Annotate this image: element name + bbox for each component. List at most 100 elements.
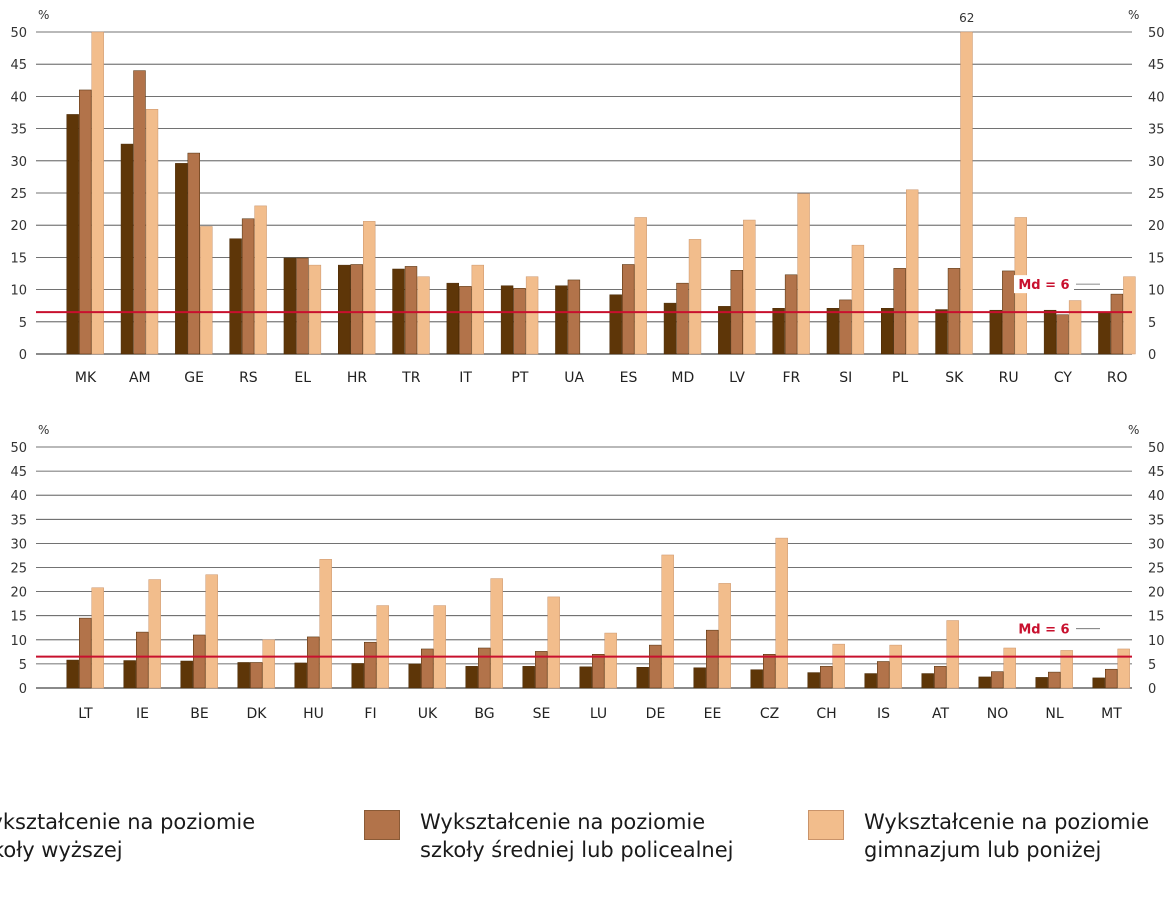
- bar-secondary-LU: [592, 654, 605, 689]
- legend-item-lower: Wykształcenie na poziomie gimnazjum lub …: [808, 808, 1149, 864]
- x-tick-label: MT: [1101, 706, 1122, 722]
- bar-secondary-IT: [459, 286, 472, 355]
- x-tick-label: EL: [294, 370, 311, 386]
- bar-secondary-UA: [567, 279, 581, 355]
- legend-item-higher: Wykształcenie na poziomie szkoły wyższej: [0, 808, 255, 864]
- bar-lower-ES: [634, 217, 647, 355]
- bar-secondary-AM: [133, 70, 146, 355]
- x-tick-label: EE: [704, 706, 722, 722]
- x-tick-label: ES: [620, 370, 638, 386]
- bar-higher-UK: [408, 663, 421, 689]
- bar-lower-DK: [262, 639, 275, 689]
- x-tick-label: HR: [347, 370, 368, 386]
- bar-secondary-DK: [250, 662, 263, 689]
- y-unit-left: %: [38, 423, 49, 437]
- bar-secondary-EL: [296, 257, 309, 355]
- x-tick-label: SK: [945, 370, 964, 386]
- chart-panel-top: 0 0 5 5 10 10 15 15 20 20 25 25 30 30 35 35 40 40 45 45 50 50…: [10, 8, 1164, 386]
- x-tick-label: NO: [987, 706, 1009, 722]
- y-tick-label-right: 30: [1148, 155, 1165, 170]
- y-unit-left: %: [38, 8, 49, 22]
- bar-higher-ES: [609, 294, 622, 355]
- x-tick-label: LT: [78, 706, 93, 722]
- bar-lower-SK: [960, 31, 973, 355]
- bar-higher-IS: [864, 673, 877, 689]
- x-tick-label: DK: [247, 706, 268, 722]
- y-tick-label-left: 25: [10, 187, 27, 202]
- bar-higher-GE: [175, 163, 188, 355]
- y-tick-label-left: 25: [10, 562, 27, 577]
- bar-lower-PL: [906, 189, 919, 355]
- legend-swatch-lower: [808, 810, 844, 840]
- bar-higher-CH: [807, 672, 820, 689]
- bar-lower-NL: [1060, 650, 1073, 689]
- bar-secondary-TR: [404, 266, 418, 355]
- x-tick-label: DE: [646, 706, 666, 722]
- bar-secondary-BG: [478, 647, 491, 689]
- y-tick-label-right: 15: [1148, 251, 1165, 266]
- y-tick-label-left: 20: [10, 586, 27, 601]
- bar-lower-AT: [946, 620, 959, 689]
- y-tick-label-left: 5: [19, 316, 27, 331]
- bar-lower-EE: [718, 583, 731, 689]
- x-tick-label: LV: [729, 370, 745, 386]
- y-tick-label-left: 40: [10, 489, 27, 504]
- bar-secondary-MK: [79, 89, 92, 355]
- bar-higher-FI: [351, 663, 364, 689]
- x-tick-label: PL: [892, 370, 908, 386]
- x-tick-label: IE: [136, 706, 149, 722]
- bar-higher-MD: [663, 302, 677, 355]
- x-tick-label: LU: [590, 706, 607, 722]
- legend-label-secondary: Wykształcenie na poziomie szkoły średnie…: [420, 808, 733, 864]
- legend-label-lower: Wykształcenie na poziomie gimnazjum lub …: [864, 808, 1149, 864]
- bar-secondary-FI: [364, 641, 377, 689]
- bar-secondary-ES: [622, 264, 635, 355]
- y-tick-label-right: 40: [1148, 489, 1165, 504]
- bar-higher-MT: [1092, 677, 1105, 689]
- y-tick-label-left: 0: [19, 682, 27, 697]
- x-tick-label: IT: [459, 370, 472, 386]
- x-tick-label: NL: [1045, 706, 1063, 722]
- bar-higher-CY: [1043, 309, 1057, 355]
- legend-label-lower-line2: gimnazjum lub poniżej: [864, 838, 1102, 862]
- x-tick-label: PT: [511, 370, 528, 386]
- x-tick-label: UK: [418, 706, 438, 722]
- y-tick-label-right: 45: [1148, 58, 1165, 73]
- bar-lower-CH: [832, 643, 845, 689]
- bar-secondary-PT: [513, 288, 526, 355]
- x-tick-label: FI: [364, 706, 376, 722]
- y-tick-label-left: 45: [10, 58, 27, 73]
- bar-higher-HR: [338, 264, 351, 355]
- bar-secondary-RS: [241, 218, 255, 355]
- bar-lower-TR: [417, 276, 430, 355]
- x-tick-label: RU: [999, 370, 1019, 386]
- bar-higher-AT: [921, 673, 934, 689]
- bar-higher-RS: [229, 238, 242, 355]
- bar-higher-IT: [446, 282, 460, 355]
- x-tick-label: FR: [783, 370, 801, 386]
- y-tick-label-right: 15: [1148, 610, 1165, 625]
- y-tick-label-right: 50: [1148, 26, 1165, 41]
- x-tick-label: AM: [129, 370, 151, 386]
- bar-secondary-CH: [820, 666, 833, 689]
- bar-higher-LT: [66, 659, 79, 689]
- legend-label-secondary-line1: Wykształcenie na poziomie: [420, 810, 706, 834]
- y-tick-label-left: 5: [19, 658, 27, 673]
- bar-higher-PL: [881, 308, 894, 355]
- bar-secondary-LT: [79, 617, 92, 689]
- bar-lower-RS: [254, 205, 267, 355]
- x-tick-label: BE: [190, 706, 208, 722]
- y-tick-label-left: 10: [10, 634, 27, 649]
- bar-higher-FR: [772, 308, 785, 355]
- x-tick-label: BG: [474, 706, 494, 722]
- bar-lower-BE: [205, 574, 218, 689]
- y-tick-label-right: 35: [1148, 123, 1165, 138]
- x-tick-label: AT: [932, 706, 949, 722]
- y-tick-label-right: 30: [1148, 537, 1165, 552]
- bar-lower-SE: [547, 596, 560, 689]
- y-tick-label-right: 20: [1148, 586, 1165, 601]
- bar-lower-DE: [661, 554, 674, 689]
- bar-lower-CY: [1068, 300, 1082, 355]
- median-label: Md = 6: [1018, 623, 1069, 638]
- bar-higher-IE: [123, 660, 136, 689]
